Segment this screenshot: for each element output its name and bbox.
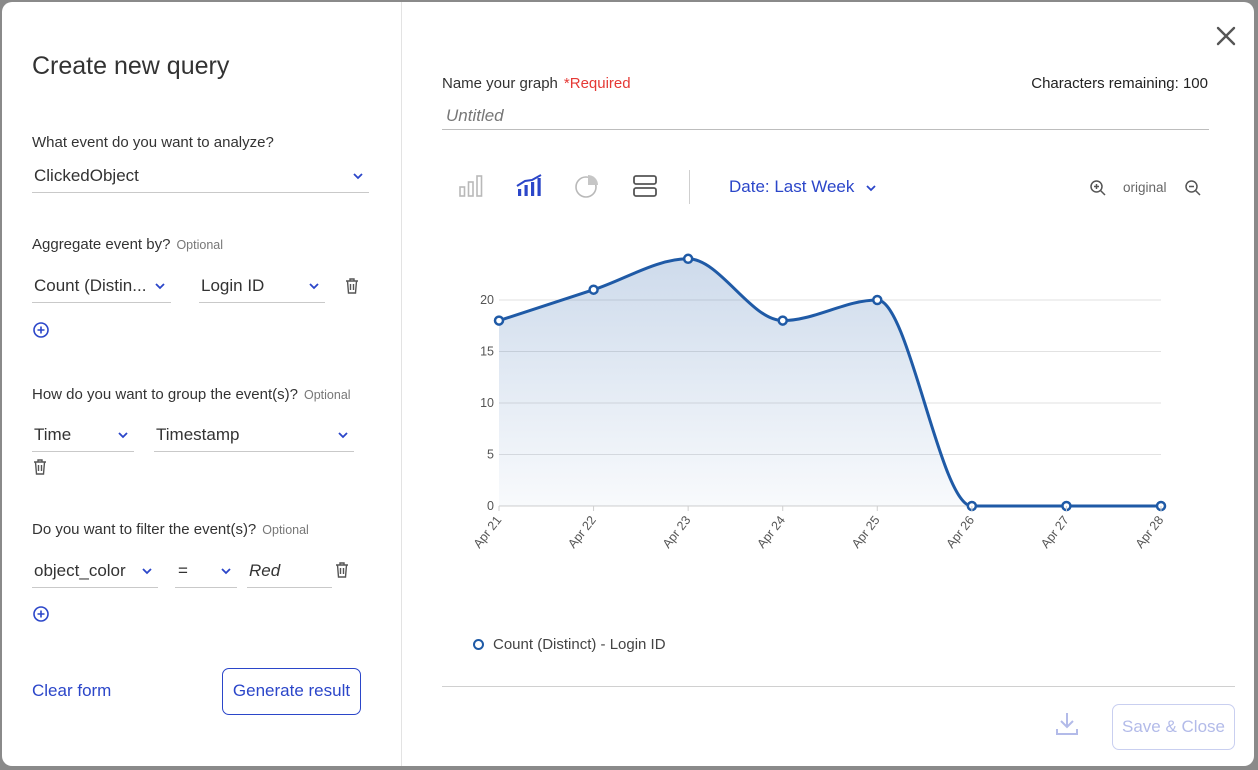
data-point xyxy=(588,284,599,295)
table-view-icon[interactable] xyxy=(631,172,659,200)
legend-marker-icon xyxy=(473,639,484,650)
aggregate-question-label: Aggregate event by? Optional xyxy=(32,236,223,253)
graph-panel: Name your graph *Required Characters rema… xyxy=(403,2,1254,766)
filter-field-select[interactable]: object_color xyxy=(32,556,158,588)
data-point xyxy=(682,253,694,265)
event-select[interactable]: ClickedObject xyxy=(32,161,369,193)
y-tick-label: 15 xyxy=(480,345,494,359)
toolbar-divider xyxy=(689,170,690,204)
chevron-down-icon xyxy=(338,432,348,439)
group-field-value: Timestamp xyxy=(156,425,240,444)
line-chart-icon[interactable] xyxy=(515,172,543,200)
legend-label: Count (Distinct) - Login ID xyxy=(493,636,666,653)
graph-name-input[interactable] xyxy=(442,102,1209,130)
download-icon[interactable] xyxy=(1054,710,1080,738)
aggregate-field-select[interactable]: Login ID xyxy=(199,271,325,303)
y-tick-label: 10 xyxy=(480,396,494,410)
group-type-value: Time xyxy=(34,425,72,444)
y-tick-label: 5 xyxy=(487,448,494,462)
aggregate-question-text: Aggregate event by? xyxy=(32,236,171,253)
y-tick-label: 20 xyxy=(480,293,494,307)
y-tick-label: 0 xyxy=(487,499,494,513)
generate-result-button[interactable]: Generate result xyxy=(222,668,361,715)
x-tick-label: Apr 24 xyxy=(754,513,788,551)
x-tick-label: Apr 26 xyxy=(944,513,978,551)
series-area xyxy=(499,258,1161,506)
pie-chart-icon[interactable] xyxy=(573,172,601,200)
chart-legend-item[interactable]: Count (Distinct) - Login ID xyxy=(473,636,666,653)
graph-name-label-text: Name your graph xyxy=(442,75,558,92)
data-point xyxy=(872,294,883,306)
date-range-dropdown[interactable]: Date: Last Week xyxy=(729,177,877,197)
data-point xyxy=(493,315,505,326)
add-circle-icon[interactable] xyxy=(31,320,51,340)
bar-chart-icon[interactable] xyxy=(457,172,485,200)
group-field-select[interactable]: Timestamp xyxy=(154,420,354,452)
event-select-value: ClickedObject xyxy=(34,166,139,185)
footer-divider xyxy=(442,686,1235,687)
chevron-down-icon xyxy=(155,283,165,290)
filter-field-value: object_color xyxy=(34,561,126,580)
close-icon[interactable] xyxy=(1212,22,1240,50)
zoom-out-icon[interactable] xyxy=(1184,179,1202,197)
x-tick-label: Apr 28 xyxy=(1133,513,1167,551)
trash-icon[interactable] xyxy=(342,276,362,296)
query-builder-panel: Create new query What event do you want … xyxy=(2,2,402,766)
x-tick-label: Apr 22 xyxy=(565,513,599,551)
filter-value-input[interactable]: Red xyxy=(247,556,332,588)
chevron-down-icon xyxy=(142,568,152,575)
graph-name-label: Name your graph *Required xyxy=(442,75,631,92)
page-title: Create new query xyxy=(32,52,230,80)
trash-icon[interactable] xyxy=(332,560,352,580)
aggregate-field-value: Login ID xyxy=(201,276,265,295)
group-question-text: How do you want to group the event(s)? xyxy=(32,386,298,403)
optional-tag: Optional xyxy=(262,523,309,537)
group-type-select[interactable]: Time xyxy=(32,420,134,452)
event-question-label: What event do you want to analyze? xyxy=(32,134,274,151)
series-line xyxy=(498,257,1161,508)
data-point xyxy=(777,315,788,326)
aggregate-function-select[interactable]: Count (Distin... xyxy=(32,271,171,303)
group-question-label: How do you want to group the event(s)? Op… xyxy=(32,386,351,403)
date-range-label: Date: Last Week xyxy=(729,177,855,196)
event-question-text: What event do you want to analyze? xyxy=(32,134,274,151)
aggregate-function-value: Count (Distin... xyxy=(34,276,147,295)
clear-form-button[interactable]: Clear form xyxy=(32,681,112,700)
characters-remaining: Characters remaining: 100 xyxy=(1031,75,1208,92)
filter-operator-value: = xyxy=(178,561,188,580)
chevron-down-icon xyxy=(866,184,876,191)
chevron-down-icon xyxy=(309,283,319,290)
x-tick-label: Apr 25 xyxy=(849,513,883,551)
chevron-down-icon xyxy=(118,432,128,439)
zoom-in-icon[interactable] xyxy=(1089,179,1107,197)
chevron-down-icon xyxy=(221,568,231,575)
required-tag: *Required xyxy=(563,75,631,92)
optional-tag: Optional xyxy=(304,388,351,402)
save-close-button[interactable]: Save & Close xyxy=(1112,704,1235,750)
optional-tag: Optional xyxy=(176,238,223,252)
area-chart: Apr 21 Apr 22 Apr 23 Apr 24 Apr 25 Apr 26 Apr … xyxy=(471,253,1167,551)
zoom-original-button[interactable]: original xyxy=(1123,180,1167,195)
filter-value-text: Red xyxy=(249,561,281,580)
trash-icon[interactable] xyxy=(30,457,50,477)
chevron-down-icon xyxy=(353,173,363,180)
x-tick-label: Apr 27 xyxy=(1038,513,1072,551)
filter-question-label: Do you want to filter the event(s)? Optio… xyxy=(32,521,309,538)
filter-question-text: Do you want to filter the event(s)? xyxy=(32,521,257,538)
x-tick-label: Apr 23 xyxy=(660,513,694,551)
filter-operator-select[interactable]: = xyxy=(175,556,237,588)
x-tick-label: Apr 21 xyxy=(471,513,505,551)
add-circle-icon[interactable] xyxy=(31,604,51,624)
